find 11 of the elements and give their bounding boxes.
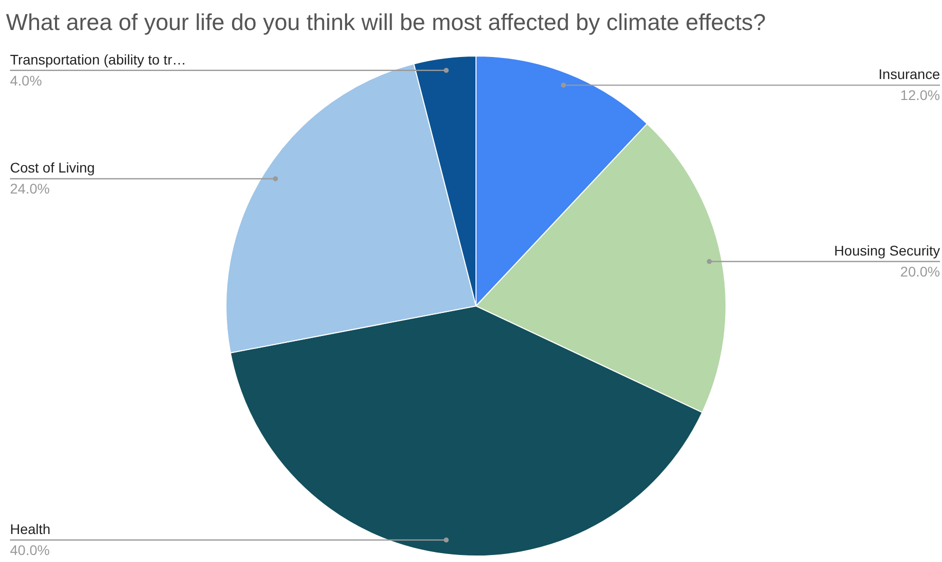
slice-label: Transportation (ability to tr… bbox=[10, 51, 186, 68]
slice-label: Housing Security bbox=[834, 242, 940, 258]
data-label: 20.0% bbox=[900, 263, 940, 280]
data-label: 12.0% bbox=[900, 87, 940, 104]
slice-label: Cost of Living bbox=[10, 160, 95, 176]
slice-label: Insurance bbox=[878, 66, 940, 82]
data-label: 24.0% bbox=[10, 180, 50, 197]
data-label: 40.0% bbox=[10, 542, 50, 558]
chart-title: What area of your life do you think will be most affected by climate effects? bbox=[6, 9, 766, 35]
slice-label: Health bbox=[10, 521, 50, 537]
data-label: 4.0% bbox=[10, 72, 42, 88]
